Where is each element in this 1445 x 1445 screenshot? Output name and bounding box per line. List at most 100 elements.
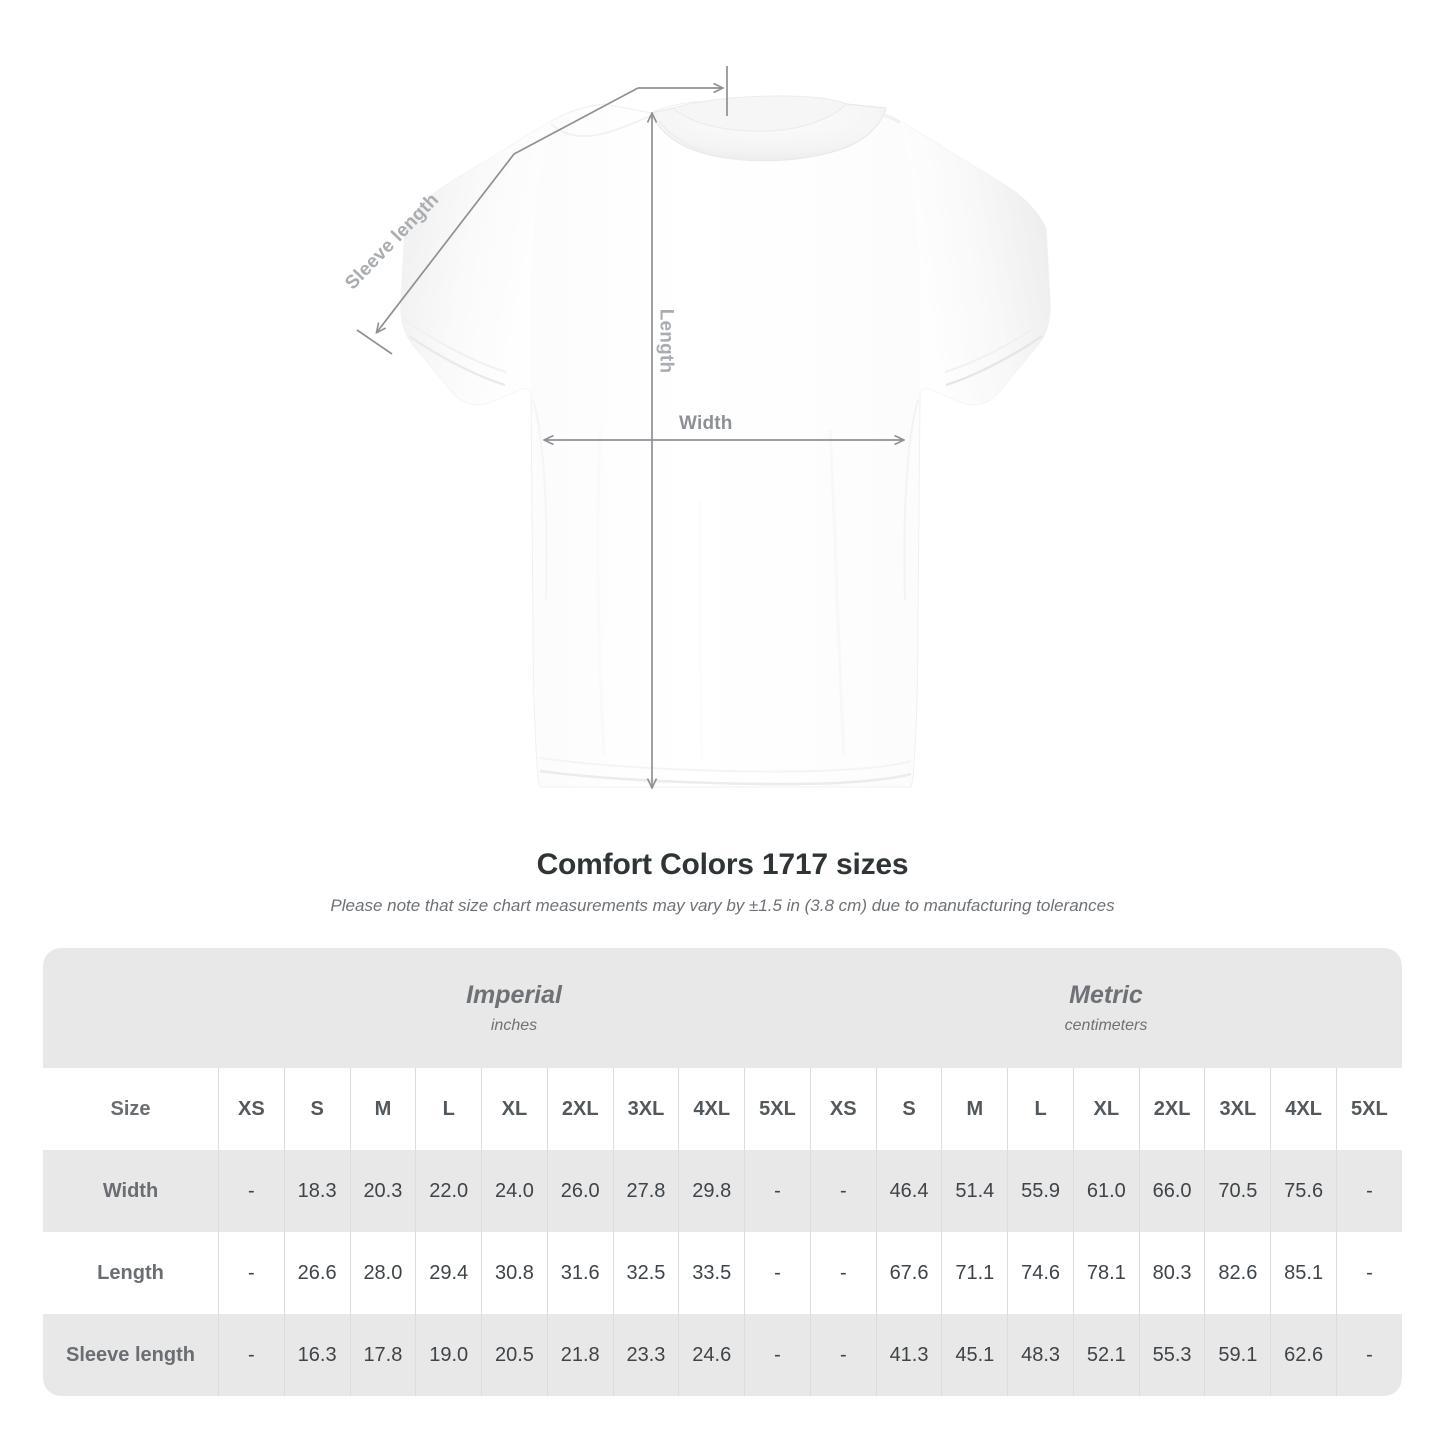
measurement-cell: - xyxy=(1336,1314,1402,1396)
measurement-cell: 29.8 xyxy=(678,1150,744,1232)
column-header-cell: XS xyxy=(218,1068,284,1150)
measurement-cell: 46.4 xyxy=(875,1150,942,1232)
measurement-cell: 66.0 xyxy=(1138,1150,1205,1232)
measurement-cell: 75.6 xyxy=(1270,1150,1336,1232)
measurement-cell: 55.9 xyxy=(1007,1150,1073,1232)
table-row: Sleeve length - 16.3 17.8 19.0 20.5 21.8 23.3 24… xyxy=(43,1314,1402,1396)
tshirt-bottom-hem xyxy=(539,769,912,786)
column-header-cell: S xyxy=(875,1068,942,1150)
measurement-cell: 24.0 xyxy=(481,1150,547,1232)
left-sleeve-hem xyxy=(408,335,506,387)
measurement-cell: 82.6 xyxy=(1204,1232,1270,1314)
tshirt-collar-opening xyxy=(671,95,847,132)
right-sleeve-seam xyxy=(944,318,1048,373)
measurement-cell: - xyxy=(1336,1150,1402,1232)
measurement-cell: 27.8 xyxy=(612,1150,679,1232)
collar-rib-line xyxy=(658,120,749,161)
width-dimension-label: Width xyxy=(679,413,733,434)
measurement-cell: 78.1 xyxy=(1072,1232,1139,1314)
measurement-cell: 80.3 xyxy=(1138,1232,1205,1314)
measurement-cell: 55.3 xyxy=(1138,1314,1205,1396)
measurement-cell: 23.3 xyxy=(612,1314,679,1396)
size-chart-table: Imperial inches Metric centimeters Size X… xyxy=(43,948,1402,1396)
left-sleeve-seam xyxy=(403,318,507,373)
unit-group-metric-title: Metric xyxy=(1069,981,1143,1010)
measurement-cell: - xyxy=(809,1150,876,1232)
table-row: Length -26.6 28.0 29.4 30.8 31.6 32.5 33.5- -67.… xyxy=(43,1232,1402,1314)
measurement-cell: 52.1 xyxy=(1072,1314,1139,1396)
measurement-cell: - xyxy=(744,1314,810,1396)
measurement-cell: 20.3 xyxy=(349,1150,416,1232)
fabric-fold xyxy=(596,429,606,756)
measurement-cell: 51.4 xyxy=(941,1150,1007,1232)
measurement-cell: - xyxy=(218,1232,284,1314)
measurement-annotations xyxy=(356,66,903,787)
measurement-cell: 70.5 xyxy=(1204,1150,1270,1232)
column-header-cell: L xyxy=(1007,1068,1073,1150)
column-header-cell: 2XL xyxy=(1138,1068,1205,1150)
measurement-cell: 62.6 xyxy=(1270,1314,1336,1396)
measurement-cell: 19.0 xyxy=(415,1314,481,1396)
measurement-cell: 32.5 xyxy=(612,1232,679,1314)
column-header-cell: 5XL xyxy=(744,1068,810,1150)
table-header-row: Size XS S M L XL 2XL 3XL 4XL 5XL XS S M L XL 2XL 3XL 4XL 5… xyxy=(43,1068,1402,1150)
measurement-cell: 74.6 xyxy=(1007,1232,1073,1314)
measurement-cell: 30.8 xyxy=(481,1232,547,1314)
measurement-cell: - xyxy=(809,1232,876,1314)
measurement-cell: 29.4 xyxy=(415,1232,481,1314)
measurement-cell: 22.0 xyxy=(415,1150,481,1232)
measurement-cell: 20.5 xyxy=(481,1314,547,1396)
row-header-label: Sleeve length xyxy=(66,1343,195,1366)
page-title: Comfort Colors 1717 sizes xyxy=(536,848,909,881)
right-sleeve-hem xyxy=(945,335,1043,387)
unit-group-imperial: Imperial inches xyxy=(218,948,810,1068)
measurement-cell: 28.0 xyxy=(349,1232,416,1314)
sleeve-hem-tick xyxy=(356,329,393,355)
sleeve-length-line xyxy=(377,87,639,332)
unit-header-spacer xyxy=(43,948,218,1068)
left-armhole-crease xyxy=(532,399,548,601)
measurement-cell: - xyxy=(744,1150,810,1232)
column-header-cell: XL xyxy=(481,1068,547,1150)
measurement-cell: 26.0 xyxy=(546,1150,613,1232)
column-header-cell: M xyxy=(941,1068,1007,1150)
unit-group-metric: Metric centimeters xyxy=(810,948,1402,1068)
measurement-cell: 85.1 xyxy=(1270,1232,1336,1314)
unit-system-header-row: Imperial inches Metric centimeters xyxy=(43,948,1402,1068)
column-header-cell: XS xyxy=(809,1068,876,1150)
measurement-cell: 21.8 xyxy=(546,1314,613,1396)
column-header-cell: XL xyxy=(1072,1068,1139,1150)
column-header-cell: S xyxy=(283,1068,350,1150)
left-shoulder-seam xyxy=(550,115,652,138)
measurement-cell: 41.3 xyxy=(875,1314,942,1396)
measurement-cell: - xyxy=(744,1232,810,1314)
tshirt-hem-stitch xyxy=(539,757,912,773)
measurement-cell: - xyxy=(218,1150,284,1232)
measurement-cell: 18.3 xyxy=(283,1150,350,1232)
tshirt-graphic xyxy=(400,95,1051,788)
column-header-cell: 2XL xyxy=(546,1068,613,1150)
measurement-cell: 61.0 xyxy=(1072,1150,1139,1232)
row-header-label: Length xyxy=(97,1261,164,1284)
right-armhole-crease xyxy=(903,399,919,601)
measurement-cell: 24.6 xyxy=(678,1314,744,1396)
measurement-cell: 17.8 xyxy=(349,1314,416,1396)
unit-group-imperial-title: Imperial xyxy=(466,981,562,1010)
column-header-cell: L xyxy=(415,1068,481,1150)
measurement-cell: 31.6 xyxy=(546,1232,613,1314)
measurement-cell: 67.6 xyxy=(875,1232,942,1314)
column-header-cell: 3XL xyxy=(612,1068,679,1150)
column-header-cell: M xyxy=(349,1068,416,1150)
measurement-tolerance-note: Please note that size chart measurements… xyxy=(330,896,1115,915)
measurement-cell: 48.3 xyxy=(1007,1314,1073,1396)
measurement-cell: 16.3 xyxy=(283,1314,350,1396)
sleeve-length-dimension xyxy=(356,66,728,355)
column-header-cell: 4XL xyxy=(678,1068,744,1150)
tshirt-right-sleeve xyxy=(900,121,1051,405)
measurement-cell: 26.6 xyxy=(283,1232,350,1314)
column-header-cell: 3XL xyxy=(1204,1068,1270,1150)
table-corner-label: Size xyxy=(110,1097,151,1120)
length-dimension-label: Length xyxy=(655,308,677,374)
tshirt-left-sleeve xyxy=(400,121,551,405)
